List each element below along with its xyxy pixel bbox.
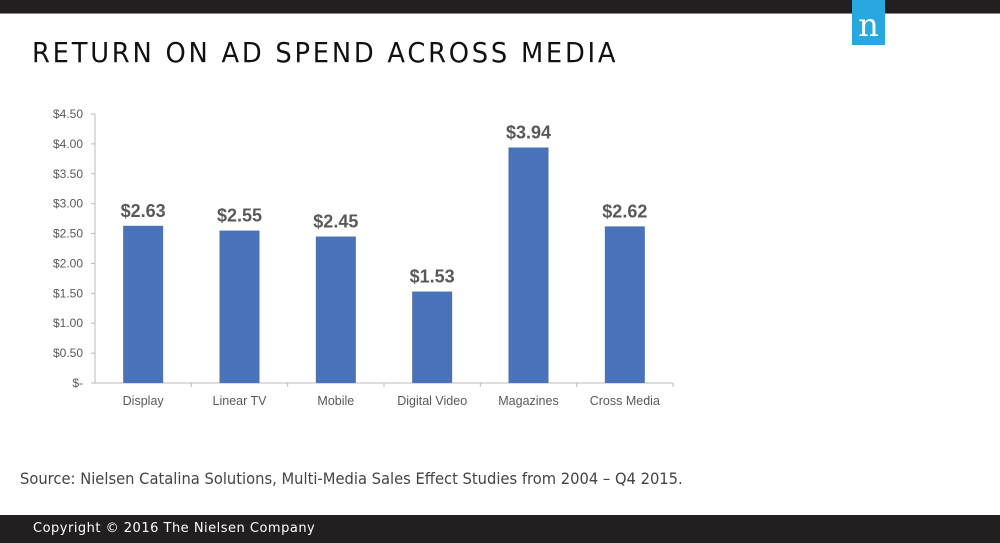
y-tick-label: $0.50 <box>53 346 83 360</box>
bar-digital-video <box>412 291 453 383</box>
bar-mobile <box>315 236 356 383</box>
data-label: $2.63 <box>121 201 166 221</box>
data-label: $2.55 <box>217 206 262 226</box>
y-tick-label: $1.50 <box>53 286 83 300</box>
bar-chart: $- $0.50 $1.00 $1.50 $2.00 $2.50 $3.00 $3.50 $4.… <box>53 107 674 408</box>
top-bar <box>0 0 1000 14</box>
bar-linear-tv <box>219 230 260 383</box>
bar-magazines <box>508 147 549 383</box>
y-tick-label: $- <box>72 376 83 390</box>
x-tick-label: Magazines <box>498 394 558 408</box>
data-label: $1.53 <box>410 267 455 287</box>
bar-cross-media <box>604 226 645 383</box>
y-tick-label: $1.00 <box>53 316 83 330</box>
x-tick-label: Cross Media <box>590 394 660 408</box>
footer-bar: Copyright © 2016 The Nielsen Company <box>0 515 1000 543</box>
page-title: RETURN ON AD SPEND ACROSS MEDIA <box>32 36 619 69</box>
data-label: $3.94 <box>506 122 551 142</box>
source-note: Source: Nielsen Catalina Solutions, Mult… <box>20 469 683 488</box>
y-tick-label: $4.50 <box>53 107 83 121</box>
data-label: $2.45 <box>313 212 358 232</box>
y-tick-label: $3.00 <box>53 197 83 211</box>
bar-display <box>123 225 164 383</box>
y-tick-label: $4.00 <box>53 137 83 151</box>
x-tick-label: Display <box>123 394 165 408</box>
y-tick-label: $2.50 <box>53 227 83 241</box>
y-tick-label: $3.50 <box>53 167 83 181</box>
data-label: $2.62 <box>602 201 647 221</box>
x-tick-label: Digital Video <box>397 394 467 408</box>
nielsen-logo: n <box>852 0 885 45</box>
copyright-text: Copyright © 2016 The Nielsen Company <box>33 521 316 536</box>
x-tick-label: Mobile <box>317 394 354 408</box>
y-tick-label: $2.00 <box>53 256 83 270</box>
x-tick-label: Linear TV <box>213 394 268 408</box>
